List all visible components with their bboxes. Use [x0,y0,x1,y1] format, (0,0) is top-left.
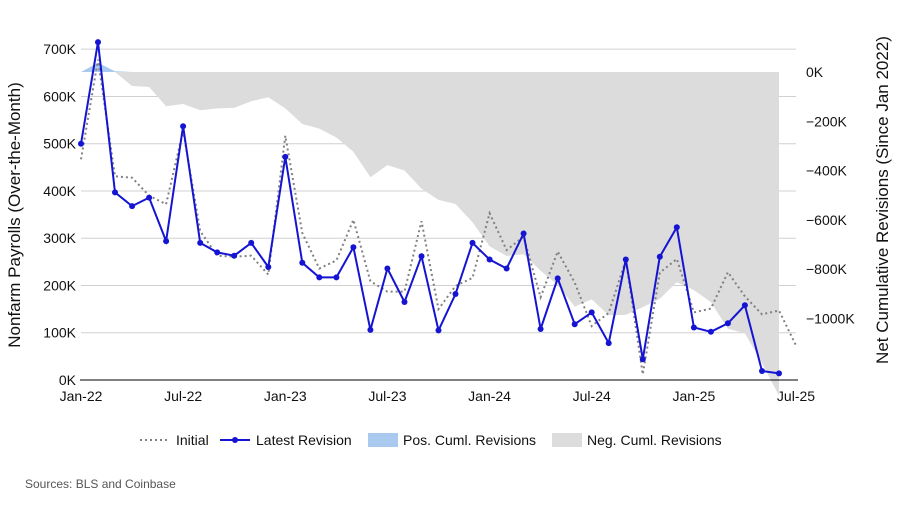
legend-item-latest: Latest Revision [220,432,352,448]
cumulative-revisions-areas [81,62,779,396]
right-tick-label-5: −1000K [806,310,855,326]
legend-item-neg: Neg. Cuml. Revisions [552,432,722,448]
x-tick-label-4: Jan-24 [468,388,511,404]
left-tick-label-1: 100K [43,325,76,341]
negative-revisions-area [81,71,779,396]
left-tick-label-5: 500K [43,136,76,152]
latest-revision-point-1 [95,39,101,46]
latest-revision-point-33 [639,356,646,363]
left-tick-label-3: 300K [43,230,76,246]
left-axis-ticks: 0K 100K 200K 300K 400K 500K 600K 700K [43,41,76,388]
latest-revision-point-37 [707,328,714,335]
latest-revision-point-0 [78,140,84,147]
latest-revision-point-15 [333,274,340,281]
latest-revision-point-9 [231,252,238,259]
legend-label-initial: Initial [176,432,209,448]
positive-revisions-area [81,62,779,72]
latest-revision-point-10 [248,239,255,246]
latest-revision-point-35 [673,224,680,231]
latest-revision-point-2 [112,189,118,196]
legend-item-pos: Pos. Cuml. Revisions [368,432,536,448]
legend-marker-latest [232,437,238,443]
latest-revision-point-18 [384,265,391,272]
source-note: Sources: BLS and Coinbase [25,477,176,491]
left-tick-label-6: 600K [43,88,76,104]
right-axis-ticks: 0K −200K −400K −600K −800K −1000K [806,64,855,326]
latest-revision-point-41 [776,370,782,377]
latest-revision-point-11 [265,264,272,270]
x-tick-label-7: Jul-25 [777,388,815,404]
latest-revision-point-4 [146,194,153,201]
legend-label-neg: Neg. Cuml. Revisions [587,432,722,448]
latest-revision-point-16 [350,244,357,251]
series-lines [78,39,797,377]
latest-revision-point-36 [690,324,697,331]
latest-revision-point-28 [554,275,561,282]
left-tick-label-4: 400K [43,183,76,199]
legend-swatch-neg [552,433,582,447]
latest-revision-point-5 [163,238,170,245]
left-axis-title: Nonfarm Payrolls (Over-the-Month) [5,82,24,347]
legend-swatch-pos [368,433,398,447]
latest-revision-point-38 [724,320,731,327]
latest-revision-point-27 [537,326,544,332]
latest-revision-point-13 [299,259,306,266]
right-tick-label-4: −800K [806,261,848,277]
latest-revision-point-26 [520,230,527,237]
latest-revision-point-17 [367,326,374,333]
latest-revision-point-14 [316,274,323,281]
latest-revision-line [80,41,780,375]
x-tick-label-3: Jul-23 [368,388,406,404]
latest-revision-point-25 [503,265,510,272]
legend-label-latest: Latest Revision [256,432,352,448]
x-axis-ticks: Jan-22 Jul-22 Jan-23 Jul-23 Jan-24 Jul-24 Jan-… [60,388,816,404]
right-tick-label-0: 0K [806,64,824,80]
latest-revision-point-6 [180,123,187,130]
x-tick-label-1: Jul-22 [164,388,202,404]
initial-series-line [80,59,797,375]
left-tick-label-2: 200K [43,277,76,293]
x-tick-label-6: Jan-25 [672,388,715,404]
latest-revision-point-24 [486,256,493,263]
latest-revision-point-31 [605,340,612,347]
latest-revision-point-29 [571,321,578,328]
latest-revision-point-40 [759,368,765,374]
latest-revision-point-20 [418,253,425,260]
left-tick-label-0: 0K [59,372,77,388]
latest-revision-point-34 [656,253,663,260]
latest-revision-point-19 [401,299,408,305]
left-tick-label-7: 700K [43,41,76,57]
latest-revision-point-8 [214,249,221,256]
latest-revision-point-23 [469,239,476,246]
latest-revision-point-7 [197,239,204,246]
x-tick-label-5: Jul-24 [573,388,611,404]
x-tick-label-2: Jan-23 [264,388,307,404]
latest-revision-point-21 [435,327,442,334]
latest-revision-point-12 [282,153,289,160]
latest-revision-point-30 [588,309,595,316]
legend-item-initial: Initial [140,432,209,448]
right-axis-title: Net Cumulative Revisions (Since Jan 2022… [873,36,892,364]
x-tick-label-0: Jan-22 [60,388,103,404]
legend-label-pos: Pos. Cuml. Revisions [403,432,536,448]
right-tick-label-1: −200K [806,113,848,129]
legend: Initial Latest Revision Pos. Cuml. Revis… [140,432,722,448]
latest-revision-point-32 [622,256,629,263]
latest-revision-point-3 [129,203,136,210]
right-tick-label-3: −600K [806,212,848,228]
latest-revision-point-39 [741,302,748,309]
latest-revision-point-22 [452,291,459,297]
right-tick-label-2: −400K [806,163,848,179]
